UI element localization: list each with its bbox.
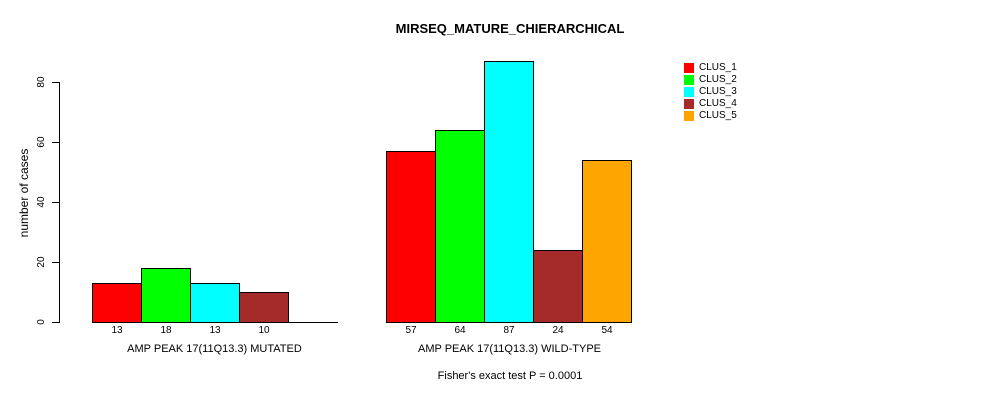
y-tick-label: 80 xyxy=(36,76,47,88)
bar-value-label: 13 xyxy=(111,325,123,336)
y-tick xyxy=(52,202,59,203)
legend-swatch-clus_4 xyxy=(684,99,694,109)
y-tick xyxy=(52,82,59,83)
legend-swatch-clus_3 xyxy=(684,87,694,97)
bar-value-label: 54 xyxy=(601,325,613,336)
bar-value-label: 13 xyxy=(209,325,221,336)
y-tick xyxy=(52,262,59,263)
bar-clus_4-group1 xyxy=(239,292,289,323)
bar-value-label: 64 xyxy=(454,325,466,336)
y-tick-label: 60 xyxy=(36,136,47,148)
legend-swatch-clus_2 xyxy=(684,75,694,85)
bar-value-label: 57 xyxy=(405,325,417,336)
bar-clus_3-group2 xyxy=(484,61,534,323)
bar-value-label: 24 xyxy=(552,325,564,336)
y-tick-label: 0 xyxy=(36,319,47,325)
legend-swatch-clus_5 xyxy=(684,111,694,121)
y-tick xyxy=(52,142,59,143)
caption: Fisher's exact test P = 0.0001 xyxy=(437,370,583,382)
legend-label-clus_5: CLUS_5 xyxy=(699,110,737,121)
bar-clus_5-group2 xyxy=(582,160,632,323)
bar-clus_2-group2 xyxy=(435,130,485,323)
y-tick-label: 20 xyxy=(36,256,47,268)
bar-clus_3-group1 xyxy=(190,283,240,323)
chart-title: MIRSEQ_MATURE_CHIERARCHICAL xyxy=(395,21,625,36)
bar-clus_2-group1 xyxy=(141,268,191,323)
x-axis-group-label-mutated: AMP PEAK 17(11Q13.3) MUTATED xyxy=(127,343,302,355)
y-axis-line xyxy=(59,82,60,323)
legend-label-clus_2: CLUS_2 xyxy=(699,74,737,85)
x-axis-group-label-wildtype: AMP PEAK 17(11Q13.3) WILD-TYPE xyxy=(418,343,601,355)
legend-swatch-clus_1 xyxy=(684,63,694,73)
legend-label-clus_4: CLUS_4 xyxy=(699,98,737,109)
y-tick xyxy=(52,322,59,323)
bar-clus_4-group2 xyxy=(533,250,583,323)
bar-value-label: 18 xyxy=(160,325,172,336)
y-tick-label: 40 xyxy=(36,196,47,208)
bar-value-label: 87 xyxy=(503,325,515,336)
bar-clus_1-group1 xyxy=(92,283,142,323)
legend-label-clus_1: CLUS_1 xyxy=(699,62,737,73)
bar-value-label: 10 xyxy=(258,325,270,336)
legend-label-clus_3: CLUS_3 xyxy=(699,86,737,97)
bar-clus_1-group2 xyxy=(386,151,436,323)
